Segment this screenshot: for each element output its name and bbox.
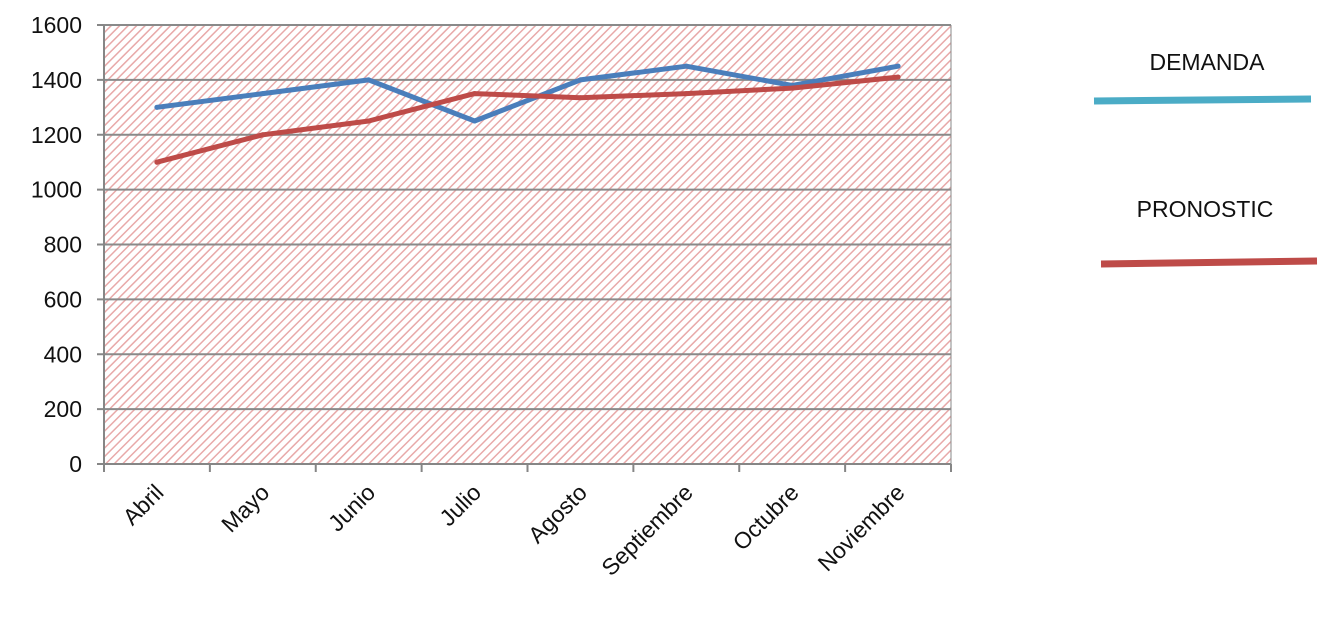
- axes: [103, 25, 952, 472]
- data-point-demanda: [260, 91, 266, 97]
- series-line-demanda: [154, 63, 901, 124]
- y-tick-label: 1200: [31, 122, 82, 148]
- x-category-label: Agosto: [523, 479, 592, 548]
- data-point-pronostic: [260, 132, 266, 138]
- data-point-pronostic: [154, 159, 160, 165]
- legend-swatch-pronostic: [1100, 257, 1318, 268]
- data-point-demanda: [895, 63, 901, 69]
- x-category-label: Septiembre: [596, 479, 698, 581]
- y-tick-label: 400: [44, 341, 82, 367]
- data-point-pronostic: [366, 118, 372, 124]
- y-tick-label: 0: [69, 451, 82, 477]
- y-tick-label: 200: [44, 396, 82, 422]
- data-point-pronostic: [472, 91, 478, 97]
- legend-swatch-demanda: [1093, 95, 1312, 105]
- series-lines: [154, 63, 901, 165]
- x-category-label: Octubre: [727, 479, 803, 555]
- data-point-pronostic: [895, 74, 901, 80]
- y-tick-label: 800: [44, 232, 82, 258]
- data-point-pronostic: [683, 91, 689, 97]
- data-point-pronostic: [789, 85, 795, 91]
- x-category-label: Mayo: [216, 479, 274, 537]
- x-tick-labels: Abril Mayo Junio Julio Agosto Septiembre Octub…: [118, 479, 910, 581]
- x-category-label: Noviembre: [813, 479, 910, 576]
- x-category-label: Abril: [118, 479, 169, 530]
- y-tick-label: 1000: [31, 177, 82, 203]
- x-category-label: Junio: [323, 479, 380, 536]
- data-point-demanda: [472, 118, 478, 124]
- y-tick-label: 1400: [31, 67, 82, 93]
- data-point-demanda: [683, 63, 689, 69]
- legend-label-pronostic: PRONOSTIC: [1137, 196, 1274, 222]
- legend-label-demanda: DEMANDA: [1149, 49, 1265, 75]
- x-category-label: Julio: [434, 479, 486, 531]
- data-point-pronostic: [577, 95, 583, 101]
- gridlines: [97, 24, 951, 465]
- y-tick-label: 600: [44, 286, 82, 312]
- series-line-pronostic: [154, 74, 901, 165]
- data-point-demanda: [577, 77, 583, 83]
- data-point-demanda: [366, 77, 372, 83]
- y-tick-label: 1600: [31, 12, 82, 38]
- y-tick-labels: 0 200 400 600 800 1000 1200 1400 1600: [31, 12, 82, 477]
- legend: DEMANDA PRONOSTIC: [1093, 49, 1318, 268]
- data-point-demanda: [154, 104, 160, 110]
